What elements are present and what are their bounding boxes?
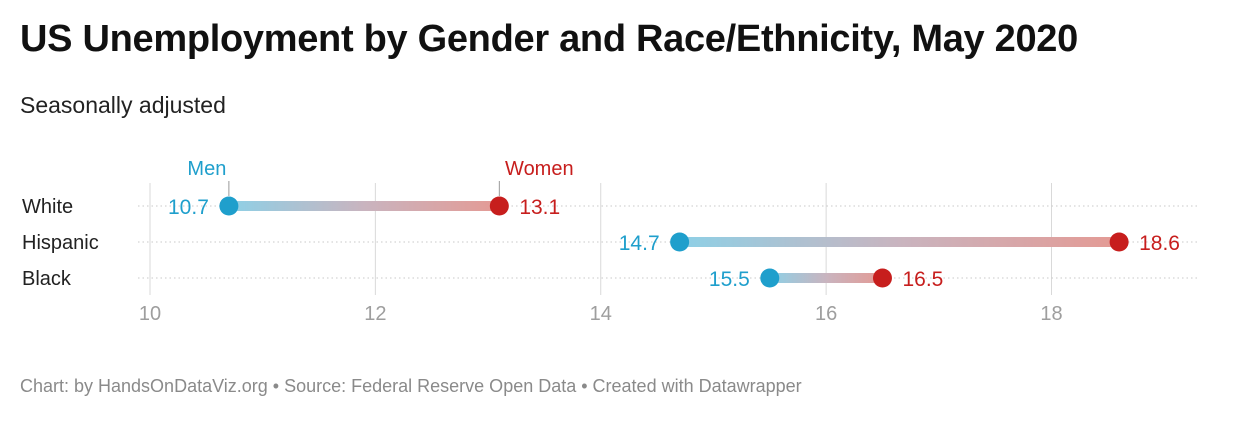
dot-men bbox=[760, 268, 780, 288]
category-label: Black bbox=[22, 268, 72, 290]
legend-label-men: Men bbox=[187, 158, 226, 180]
x-tick-label: 18 bbox=[1040, 303, 1062, 325]
row-black: Black 15.5 16.5 bbox=[22, 268, 1198, 291]
dot-men bbox=[670, 232, 690, 252]
value-label-men: 14.7 bbox=[619, 232, 660, 255]
dot-range-chart: 10 12 14 16 18 White 10.7 13.1 Hispanic 14.7 18.6… bbox=[22, 158, 1198, 325]
row-white: White 10.7 13.1 bbox=[22, 196, 1198, 219]
legend-label-women: Women bbox=[505, 158, 574, 180]
row-hispanic: Hispanic 14.7 18.6 bbox=[22, 232, 1198, 255]
x-tick-label: 14 bbox=[590, 303, 612, 325]
dot-women bbox=[1109, 232, 1129, 252]
legend: Men Women bbox=[187, 158, 574, 196]
dot-men bbox=[219, 196, 239, 216]
value-label-women: 16.5 bbox=[902, 268, 943, 291]
dot-women bbox=[872, 268, 892, 288]
rows: White 10.7 13.1 Hispanic 14.7 18.6 Black 15.5 16… bbox=[22, 196, 1198, 291]
x-tick-label: 12 bbox=[364, 303, 386, 325]
value-label-men: 10.7 bbox=[168, 196, 209, 219]
category-label: White bbox=[22, 196, 73, 218]
dot-women bbox=[489, 196, 509, 216]
chart-subtitle: Seasonally adjusted bbox=[20, 92, 226, 118]
chart-credit: Chart: by HandsOnDataViz.org • Source: F… bbox=[20, 376, 802, 396]
chart-title: US Unemployment by Gender and Race/Ethni… bbox=[20, 18, 1078, 60]
x-tick-label: 10 bbox=[139, 303, 161, 325]
value-label-men: 15.5 bbox=[709, 268, 750, 291]
value-label-women: 18.6 bbox=[1139, 232, 1180, 255]
x-tick-label: 16 bbox=[815, 303, 837, 325]
value-label-women: 13.1 bbox=[519, 196, 560, 219]
category-label: Hispanic bbox=[22, 232, 99, 254]
x-axis-ticks: 10 12 14 16 18 bbox=[139, 303, 1063, 325]
